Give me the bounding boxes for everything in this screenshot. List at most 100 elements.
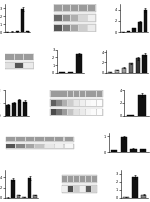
Bar bbox=[5, 54, 34, 60]
Bar bbox=[5, 62, 34, 68]
Bar bbox=[86, 186, 91, 192]
Bar bbox=[80, 176, 85, 182]
Bar bbox=[138, 95, 146, 116]
Bar bbox=[50, 108, 103, 116]
Bar bbox=[6, 144, 15, 148]
Bar bbox=[68, 186, 73, 192]
Bar bbox=[16, 137, 25, 141]
Bar bbox=[5, 55, 14, 60]
Bar bbox=[132, 28, 136, 32]
Bar bbox=[122, 68, 126, 73]
Bar bbox=[111, 150, 117, 152]
Bar bbox=[80, 100, 85, 106]
Bar bbox=[74, 91, 79, 97]
Bar bbox=[28, 178, 31, 198]
Bar bbox=[88, 5, 95, 11]
Bar bbox=[45, 144, 54, 148]
Bar bbox=[80, 109, 85, 115]
Bar bbox=[55, 137, 63, 141]
Bar bbox=[51, 100, 56, 106]
Bar bbox=[62, 100, 67, 106]
Bar bbox=[62, 186, 67, 192]
Bar bbox=[92, 186, 97, 192]
Bar bbox=[17, 195, 20, 198]
Bar bbox=[86, 176, 91, 182]
Bar bbox=[71, 15, 78, 21]
Bar bbox=[35, 144, 44, 148]
Bar bbox=[71, 5, 78, 11]
Bar bbox=[5, 63, 14, 68]
Bar bbox=[88, 15, 95, 21]
Bar bbox=[127, 115, 134, 116]
Bar bbox=[62, 109, 67, 115]
Bar bbox=[108, 72, 112, 73]
Bar bbox=[80, 91, 85, 97]
Bar bbox=[54, 14, 96, 22]
Bar bbox=[132, 177, 138, 198]
Bar bbox=[50, 99, 103, 106]
Bar bbox=[129, 63, 133, 73]
Bar bbox=[71, 25, 78, 31]
Bar bbox=[91, 91, 96, 97]
Bar bbox=[24, 55, 33, 60]
Bar bbox=[85, 91, 91, 97]
Bar bbox=[130, 149, 137, 152]
Bar bbox=[6, 105, 10, 116]
Bar bbox=[74, 176, 79, 182]
Bar bbox=[65, 144, 73, 148]
Bar bbox=[6, 137, 15, 141]
Bar bbox=[76, 54, 82, 73]
Bar bbox=[136, 58, 140, 73]
Bar bbox=[62, 176, 67, 182]
Bar bbox=[91, 109, 96, 115]
Bar bbox=[45, 137, 54, 141]
Bar bbox=[85, 100, 91, 106]
Bar bbox=[138, 22, 142, 32]
Bar bbox=[51, 91, 56, 97]
Bar bbox=[54, 25, 62, 31]
Bar bbox=[88, 25, 95, 31]
Bar bbox=[56, 109, 61, 115]
Bar bbox=[18, 100, 21, 116]
Bar bbox=[59, 72, 65, 73]
Bar bbox=[16, 144, 25, 148]
Bar bbox=[91, 100, 96, 106]
Bar bbox=[24, 63, 33, 68]
Bar bbox=[35, 137, 44, 141]
Bar bbox=[123, 197, 129, 198]
Bar bbox=[6, 137, 74, 142]
Bar bbox=[115, 70, 119, 73]
Bar bbox=[92, 176, 97, 182]
Bar bbox=[11, 180, 15, 198]
Bar bbox=[68, 91, 73, 97]
Bar bbox=[54, 5, 62, 11]
Bar bbox=[68, 100, 73, 106]
Bar bbox=[80, 5, 87, 11]
Bar bbox=[127, 31, 130, 32]
Bar bbox=[68, 109, 73, 115]
Bar bbox=[15, 55, 23, 60]
Bar bbox=[23, 102, 27, 116]
Bar bbox=[54, 4, 96, 12]
Bar bbox=[68, 176, 73, 182]
Bar bbox=[15, 63, 23, 68]
Bar bbox=[144, 10, 147, 32]
Bar bbox=[97, 109, 102, 115]
Bar bbox=[80, 25, 87, 31]
Bar bbox=[62, 175, 97, 183]
Bar bbox=[54, 15, 62, 21]
Bar bbox=[21, 9, 24, 32]
Bar bbox=[74, 109, 79, 115]
Bar bbox=[33, 195, 37, 198]
Bar bbox=[63, 15, 70, 21]
Bar bbox=[80, 15, 87, 21]
Bar bbox=[55, 144, 63, 148]
Bar bbox=[26, 144, 34, 148]
Bar bbox=[142, 55, 147, 73]
Bar bbox=[56, 100, 61, 106]
Bar bbox=[26, 137, 34, 141]
Bar bbox=[121, 137, 127, 152]
Bar bbox=[63, 5, 70, 11]
Bar bbox=[74, 100, 79, 106]
Bar bbox=[97, 91, 102, 97]
